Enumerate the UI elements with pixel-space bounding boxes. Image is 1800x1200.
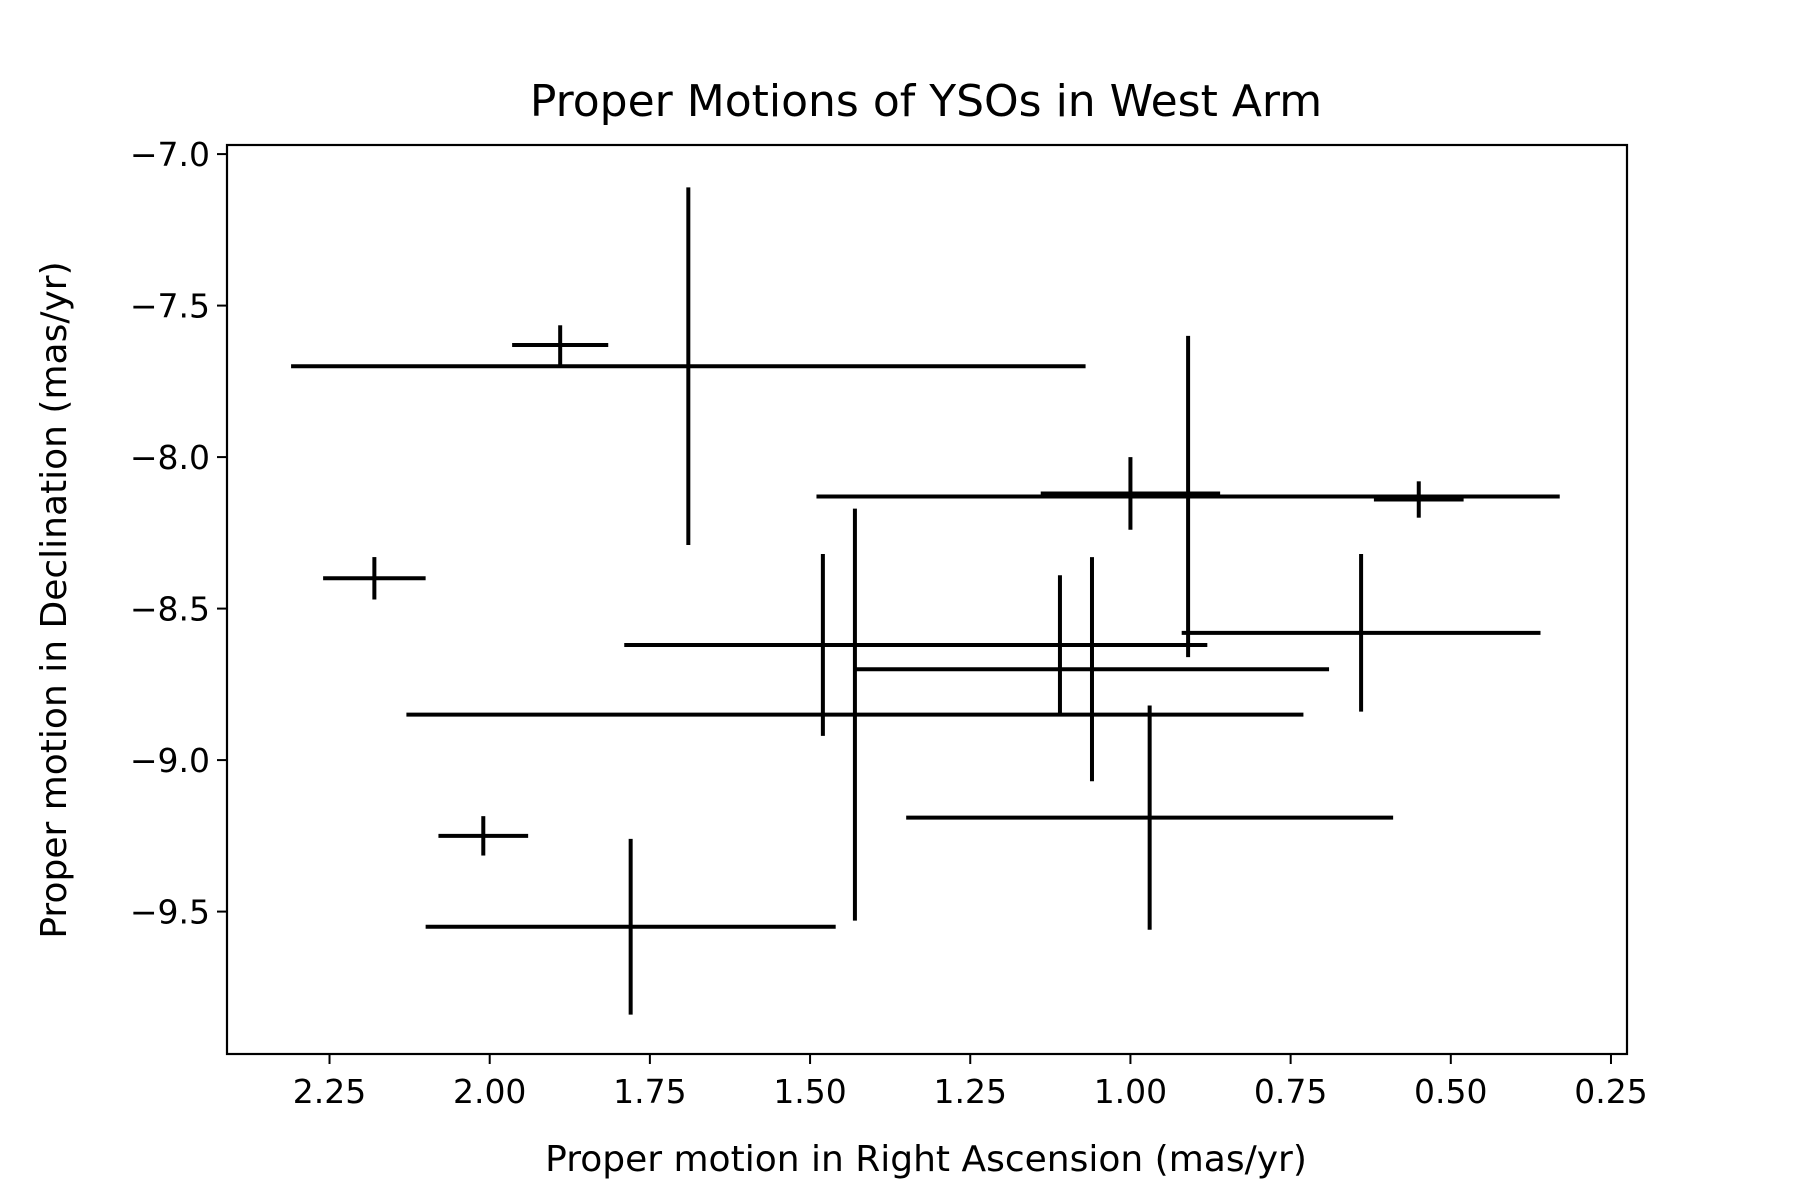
x-tick-label: 1.50 — [773, 1072, 846, 1111]
y-tick-label: −7.0 — [130, 135, 210, 174]
x-tick-label: 1.25 — [934, 1072, 1007, 1111]
data-point — [406, 508, 1304, 921]
y-axis-ticks: −7.0 −7.5 −8.0 −8.5 −9.0 −9.5 — [130, 135, 227, 932]
chart-title: Proper Motions of YSOs in West Arm — [530, 76, 1322, 127]
x-axis-ticks: 2.25 2.00 1.75 1.50 1.25 1.00 0.75 0.50 0.25 — [293, 1054, 1648, 1111]
y-tick-label: −9.0 — [130, 741, 210, 780]
data-point — [854, 557, 1330, 782]
x-tick-label: 1.00 — [1094, 1072, 1167, 1111]
x-axis-label: Proper motion in Right Ascension (mas/yr… — [545, 1139, 1307, 1180]
data-point — [816, 335, 1560, 658]
x-tick-label: 0.25 — [1574, 1072, 1647, 1111]
plot-frame — [225, 143, 1629, 1056]
error-bar-points — [291, 187, 1560, 1015]
x-tick-label: 0.50 — [1414, 1072, 1487, 1111]
data-point — [323, 557, 426, 600]
y-tick-label: −8.5 — [130, 590, 210, 629]
y-tick-label: −7.5 — [130, 287, 210, 326]
y-tick-label: −9.5 — [130, 893, 210, 932]
data-point — [1181, 554, 1541, 712]
data-point — [1040, 457, 1221, 530]
x-tick-label: 2.00 — [453, 1072, 526, 1111]
data-point — [912, 575, 1208, 715]
y-tick-label: −8.0 — [130, 438, 210, 477]
data-point — [512, 325, 609, 365]
data-point — [291, 187, 1086, 545]
data-point — [1373, 481, 1464, 518]
x-tick-label: 1.75 — [613, 1072, 686, 1111]
y-axis-label: Proper motion in Declination (mas/yr) — [34, 261, 75, 938]
data-point — [425, 838, 836, 1015]
x-tick-label: 0.75 — [1254, 1072, 1327, 1111]
x-tick-label: 2.25 — [293, 1072, 366, 1111]
data-point — [906, 705, 1394, 930]
data-point — [438, 816, 529, 856]
